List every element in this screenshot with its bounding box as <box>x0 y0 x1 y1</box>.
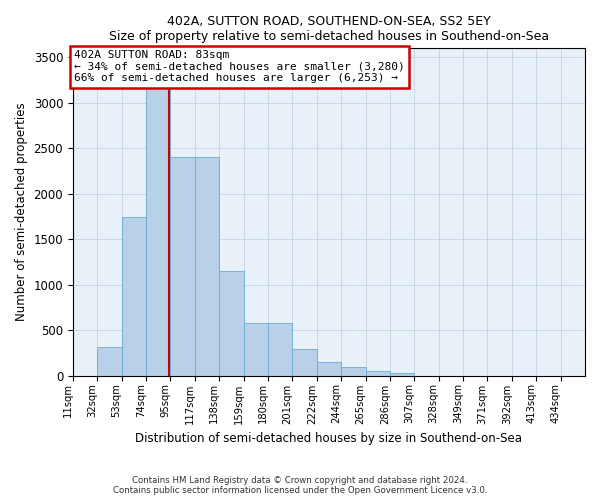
Text: 402A SUTTON ROAD: 83sqm
← 34% of semi-detached houses are smaller (3,280)
66% of: 402A SUTTON ROAD: 83sqm ← 34% of semi-de… <box>74 50 405 83</box>
Y-axis label: Number of semi-detached properties: Number of semi-detached properties <box>15 102 28 322</box>
Title: 402A, SUTTON ROAD, SOUTHEND-ON-SEA, SS2 5EY
Size of property relative to semi-de: 402A, SUTTON ROAD, SOUTHEND-ON-SEA, SS2 … <box>109 15 549 43</box>
Bar <box>195 158 219 376</box>
X-axis label: Distribution of semi-detached houses by size in Southend-on-Sea: Distribution of semi-detached houses by … <box>136 432 523 445</box>
Bar <box>97 346 122 376</box>
Bar <box>170 158 195 376</box>
Bar <box>365 370 390 376</box>
Bar <box>341 368 365 376</box>
Bar <box>244 323 268 376</box>
Bar <box>292 350 317 376</box>
Bar <box>268 323 292 376</box>
Bar <box>390 373 415 376</box>
Bar <box>122 216 146 376</box>
Bar <box>219 271 244 376</box>
Bar <box>317 362 341 376</box>
Bar <box>146 76 170 376</box>
Text: Contains HM Land Registry data © Crown copyright and database right 2024.
Contai: Contains HM Land Registry data © Crown c… <box>113 476 487 495</box>
